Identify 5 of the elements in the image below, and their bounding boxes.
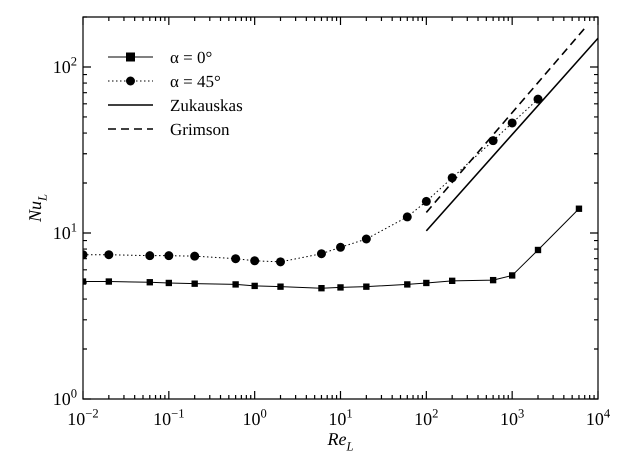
legend-label: α = 45° [170, 72, 221, 91]
legend-label: Grimson [170, 120, 230, 139]
legend-label: α = 0° [170, 48, 212, 67]
legend-label: Zukauskas [170, 96, 243, 115]
y-axis-title: NuL [25, 194, 50, 224]
